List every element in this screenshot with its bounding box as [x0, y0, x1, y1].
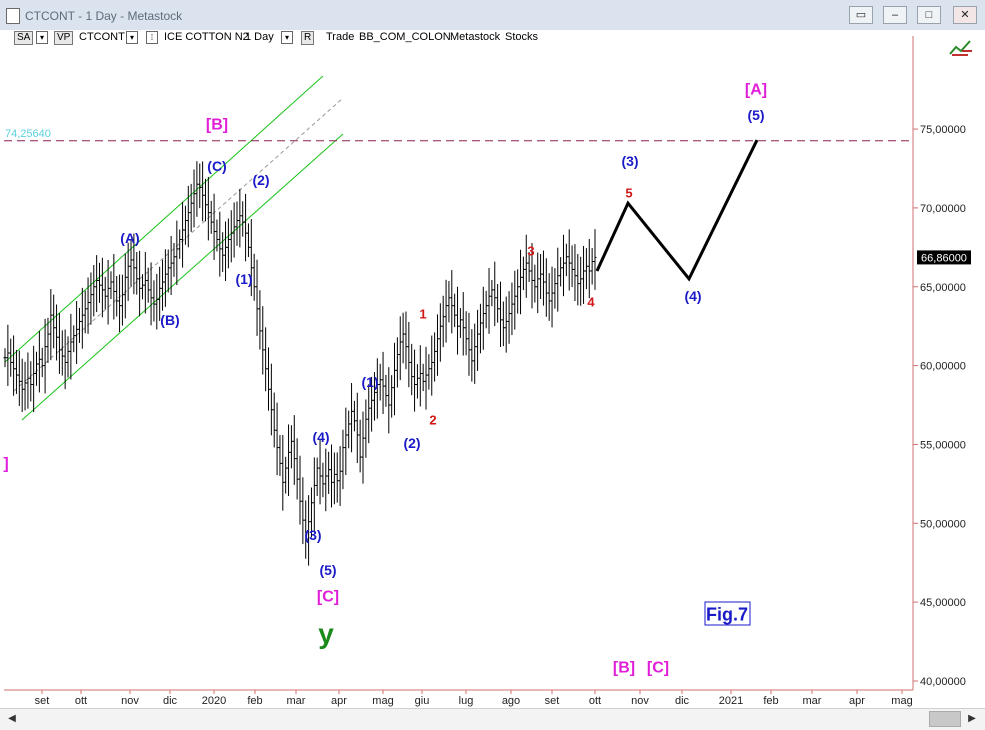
price-chart[interactable]: 74,25640 [B] (C) (2) (A) (B) (1) (4) (3) (5) [C] y…	[0, 0, 985, 708]
wave-projection-line	[595, 139, 759, 282]
wave-label: (1)	[361, 374, 378, 390]
x-tick-label: 2021	[719, 695, 743, 707]
channel-mid-line	[13, 97, 344, 392]
window-titlebar: CTCONT - 1 Day - Metastock ▭ – □ ✕	[0, 0, 985, 31]
r-button[interactable]: R	[301, 31, 315, 45]
chart-tools-icon[interactable]	[948, 38, 974, 58]
x-tick-label: mag	[891, 695, 912, 707]
channel-lower-line	[21, 133, 344, 421]
x-tick-label: apr	[849, 695, 865, 707]
wave-label: (2)	[252, 172, 269, 188]
y-tick-label: 40,00000	[920, 676, 966, 688]
current-price-tag	[917, 250, 971, 265]
sa-dropdown-icon[interactable]: ▾	[36, 31, 48, 44]
restore-icon[interactable]: ▭	[849, 6, 873, 24]
scroll-thumb[interactable]	[929, 711, 961, 727]
wave-label: [C]	[317, 589, 339, 606]
x-tick-label: ott	[589, 695, 601, 707]
wave-label: (A)	[120, 230, 139, 246]
chart-toolbar: SA ▾ VP CTCONT ▾ ⁞ ICE COTTON N2 1 Day ▾…	[0, 30, 985, 47]
x-tick-label: 2020	[202, 695, 226, 707]
y-tick-label: 70,00000	[920, 203, 966, 215]
wave-label: (1)	[235, 271, 252, 287]
x-tick-label: nov	[121, 695, 139, 707]
x-tick-label: giu	[415, 695, 430, 707]
wave-label: (3)	[304, 527, 321, 543]
channel-upper-line	[4, 75, 324, 363]
trade-button[interactable]: Trade	[326, 31, 355, 43]
provider-label: Metastock	[450, 31, 501, 43]
wave-label: (5)	[319, 562, 336, 578]
maximize-icon[interactable]: □	[917, 6, 941, 24]
scroll-left-icon[interactable]: ◀	[8, 713, 16, 724]
y-tick-label: 60,00000	[920, 361, 966, 373]
x-tick-label: set	[545, 695, 560, 707]
y-tick-label: 50,00000	[920, 518, 966, 530]
current-price-label: 66,86000	[921, 252, 967, 264]
wave-label: [B]	[613, 660, 635, 677]
x-tick-label: lug	[459, 695, 474, 707]
wave-label: 2	[429, 413, 436, 428]
x-tick-label: ott	[75, 695, 87, 707]
x-tick-label: mar	[803, 695, 822, 707]
x-tick-label: dic	[163, 695, 178, 707]
interval-field[interactable]: 1 Day	[245, 31, 274, 43]
window-title: CTCONT - 1 Day - Metastock	[25, 9, 183, 23]
minimize-icon[interactable]: –	[883, 6, 907, 24]
wave-label: 3	[527, 244, 534, 259]
wave-label: ]	[3, 456, 8, 473]
symbol-field[interactable]: CTCONT	[79, 31, 125, 43]
instrument-name: ICE COTTON N2	[164, 31, 249, 43]
symbol-dropdown-icon[interactable]: ▾	[126, 31, 138, 44]
wave-label: (C)	[207, 158, 226, 174]
y-tick-label: 65,00000	[920, 282, 966, 294]
wave-label: 4	[587, 295, 595, 310]
wave-label: (B)	[160, 312, 179, 328]
wave-label: (3)	[621, 153, 638, 169]
app-icon	[6, 8, 20, 24]
vp-button[interactable]: VP	[54, 31, 74, 45]
figure-label-box	[704, 601, 751, 626]
wave-label: [C]	[647, 660, 669, 677]
scroll-right-icon[interactable]: ▶	[968, 713, 976, 724]
target-price-label: 74,25640	[5, 128, 51, 140]
interval-dropdown-icon[interactable]: ▾	[281, 31, 293, 44]
x-tick-label: dic	[675, 695, 690, 707]
wave-label: (5)	[747, 107, 764, 123]
wave-label: 1	[419, 307, 426, 322]
figure-label: Fig.7	[706, 604, 748, 624]
x-tick-label: set	[35, 695, 50, 707]
x-tick-label: mag	[372, 695, 393, 707]
x-tick-label: ago	[502, 695, 520, 707]
instrument-menu-icon[interactable]: ⁞	[146, 31, 158, 44]
source-label: BB_COM_COLON	[359, 31, 451, 43]
x-tick-label: feb	[763, 695, 778, 707]
wave-label: [A]	[745, 82, 767, 99]
horizontal-scrollbar[interactable]: ◀ ▶	[0, 708, 985, 730]
close-icon[interactable]: ✕	[953, 6, 977, 24]
x-tick-label: feb	[247, 695, 262, 707]
x-tick-label: nov	[631, 695, 649, 707]
wave-label: (4)	[312, 429, 329, 445]
wave-label: [B]	[206, 117, 228, 134]
wave-label: (4)	[684, 288, 701, 304]
wave-label: 5	[625, 186, 632, 201]
x-tick-label: mar	[287, 695, 306, 707]
wave-label: y	[318, 618, 334, 649]
y-tick-label: 45,00000	[920, 597, 966, 609]
y-tick-label: 55,00000	[920, 439, 966, 451]
x-tick-label: apr	[331, 695, 347, 707]
wave-label: (2)	[403, 435, 420, 451]
sa-button[interactable]: SA	[14, 31, 34, 45]
stocks-label: Stocks	[505, 31, 539, 43]
y-tick-label: 75,00000	[920, 124, 966, 136]
